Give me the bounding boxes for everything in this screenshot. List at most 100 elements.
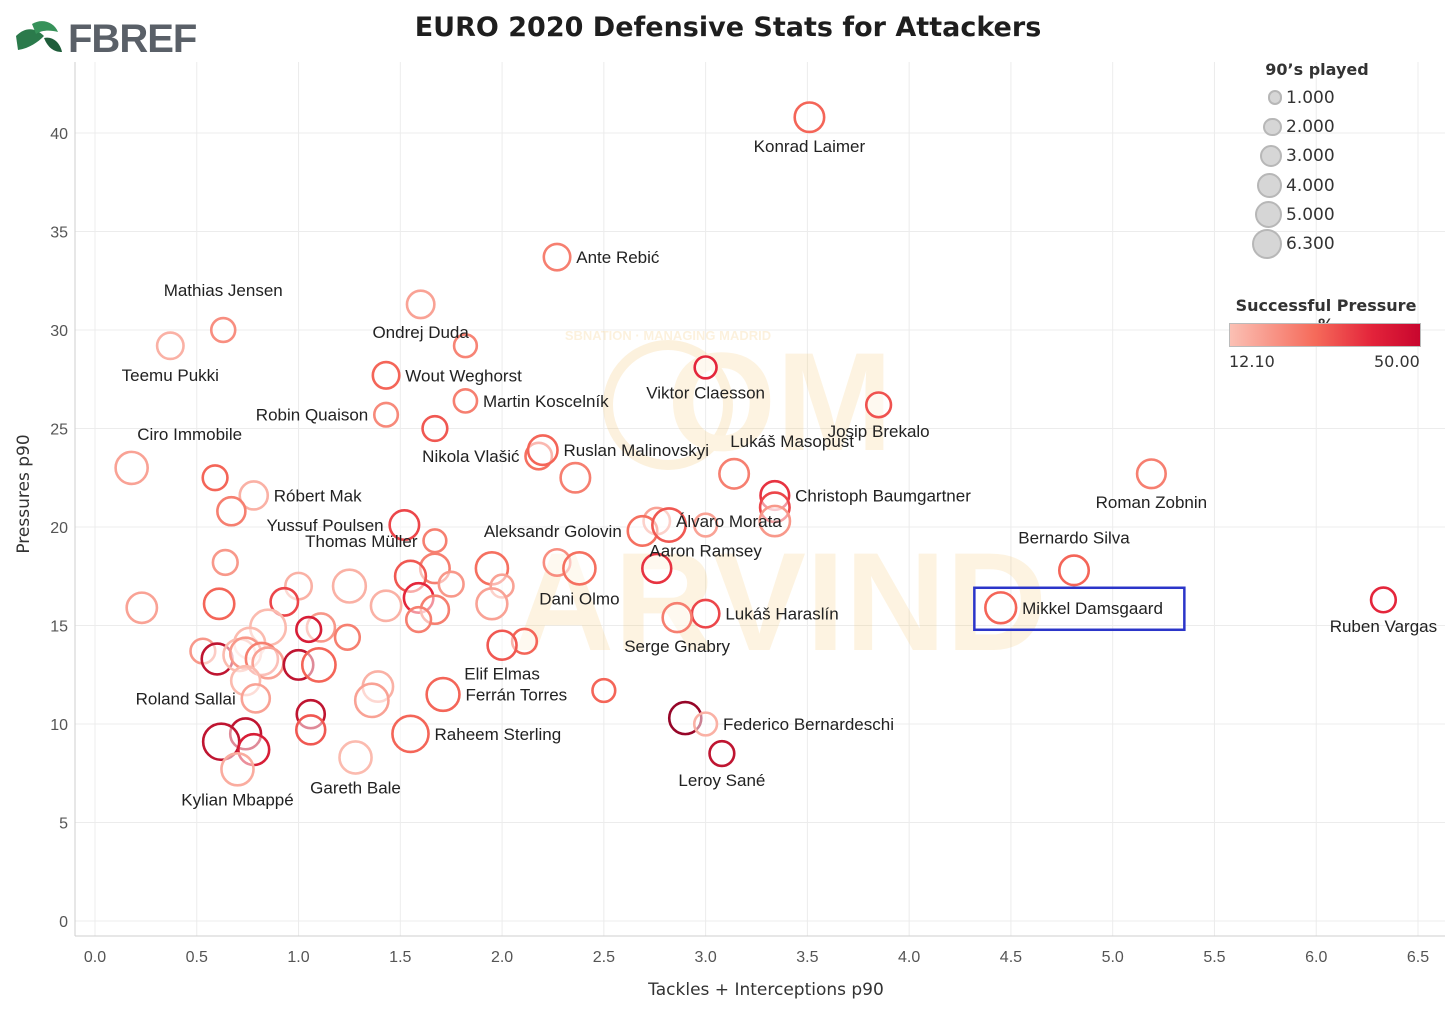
size-legend-swatch: [1222, 142, 1282, 171]
axes: 0.0 0.5 1.0 1.5 2.0 2.5 3.0 3.5 4.0 4.5 5.0 5.5 6.0 6…: [50, 62, 1445, 966]
data-point: [202, 587, 236, 621]
size-legend-swatch: [1222, 229, 1282, 260]
point-label: Konrad Laimer: [754, 137, 866, 156]
point-label: Robin Quaison: [256, 406, 368, 425]
data-point: [114, 450, 149, 486]
data-point: [404, 605, 433, 634]
size-legend-entry: 4.000: [1222, 171, 1432, 200]
data-point: [338, 740, 373, 775]
y-tick-label: 5: [59, 816, 68, 833]
data-point: [693, 355, 718, 380]
point-label: Róbert Mak: [274, 486, 362, 505]
data-point: [692, 711, 719, 737]
size-legend-entries: 1.000 2.000 3.000 4.000 5.000 6.300: [1222, 83, 1432, 260]
highlight-rect: [973, 586, 1186, 632]
data-point: [486, 629, 518, 661]
data-point: [211, 548, 239, 577]
point-label: Nikola Vlašić: [422, 447, 520, 466]
point-label: Ciro Immobile: [137, 425, 242, 444]
data-point: [526, 434, 559, 467]
data-point: [864, 391, 893, 419]
data-point: [793, 101, 826, 134]
y-tick-label: 10: [50, 717, 68, 734]
point-label: Dani Olmo: [539, 589, 619, 608]
point-label: Ante Rebić: [576, 248, 660, 267]
data-point: [542, 242, 572, 272]
data-point: [559, 461, 592, 494]
x-tick-label: 5.0: [1102, 949, 1124, 966]
data-point: [651, 507, 687, 543]
data-point: [421, 414, 449, 443]
data-point: [475, 587, 509, 621]
x-tick-label: 6.5: [1407, 949, 1429, 966]
size-legend-entry: 1.000: [1222, 83, 1432, 112]
data-point: [209, 316, 237, 344]
data-point: [758, 504, 792, 538]
point-label: Álvaro Morata: [676, 512, 782, 531]
x-tick-label: 3.0: [694, 949, 716, 966]
point-label: Christoph Baumgartner: [795, 486, 971, 505]
data-point: [661, 601, 693, 634]
size-legend-circle: [1254, 201, 1282, 229]
point-label: Ruben Vargas: [1330, 617, 1437, 636]
point-label: Roman Zobnin: [1096, 493, 1208, 512]
point-label: Teemu Pukki: [122, 366, 219, 385]
data-point: [437, 570, 465, 598]
size-legend-circle: [1267, 90, 1282, 105]
point-label: Ruslan Malinovskyi: [564, 441, 710, 460]
size-legend-circle: [1251, 229, 1282, 260]
size-legend-swatch: [1222, 171, 1282, 200]
point-label: Martin Koscelník: [483, 392, 609, 411]
point-label: Gareth Bale: [310, 779, 401, 798]
data-points: [114, 101, 1398, 787]
point-label: Federico Bernardeschi: [723, 715, 894, 734]
size-legend-entry: 2.000: [1222, 112, 1432, 141]
point-label: Thomas Müller: [305, 532, 418, 551]
y-tick-label: 20: [50, 520, 68, 537]
chart-title: EURO 2020 Defensive Stats for Attackers: [414, 12, 1042, 43]
data-point: [1057, 554, 1091, 587]
point-label: Lukáš Masopust: [730, 432, 854, 451]
y-tick-label: 30: [50, 323, 68, 340]
grid-lines: [75, 62, 1445, 936]
point-label: Roland Sallai: [136, 689, 236, 708]
x-tick-label: 2.0: [491, 949, 513, 966]
x-tick-label: 0.0: [84, 949, 106, 966]
data-point: [220, 751, 255, 787]
data-point: [369, 589, 403, 623]
x-tick-label: 4.0: [898, 949, 920, 966]
data-point: [391, 714, 430, 754]
color-legend-gradient: [1229, 323, 1421, 347]
data-point: [388, 509, 421, 542]
size-legend-swatch: [1222, 112, 1282, 141]
data-point: [238, 480, 270, 511]
size-legend-label: 3.000: [1286, 146, 1335, 167]
data-point: [405, 289, 436, 320]
x-tick-label: 3.5: [796, 949, 818, 966]
size-legend-circle: [1263, 117, 1282, 137]
data-point: [333, 623, 362, 651]
data-point: [692, 512, 719, 538]
data-point: [690, 598, 721, 629]
size-legend-entry: 6.300: [1222, 229, 1432, 260]
watermark-word-1: OM: [667, 323, 893, 480]
data-point: [718, 457, 751, 490]
data-point: [371, 360, 401, 390]
point-label: Bernardo Silva: [1018, 529, 1130, 548]
logo-leaf-icon: [16, 29, 44, 50]
size-legend-label: 1.000: [1286, 87, 1335, 108]
x-tick-label: 5.5: [1203, 949, 1225, 966]
data-point: [591, 677, 617, 704]
data-point: [984, 591, 1018, 625]
point-label: Ondrej Duda: [372, 323, 469, 342]
point-label: Mathias Jensen: [164, 281, 283, 300]
point-label: Serge Gnabry: [624, 637, 730, 656]
data-point: [300, 646, 337, 683]
data-point: [295, 615, 323, 644]
highlight-box: [973, 586, 1186, 632]
size-legend: 90’s played 1.000 2.000 3.000 4.000 5.000 6.3…: [1222, 60, 1432, 260]
data-point: [641, 552, 673, 585]
data-point: [1135, 458, 1167, 490]
point-label: Aleksandr Golovin: [484, 522, 622, 541]
